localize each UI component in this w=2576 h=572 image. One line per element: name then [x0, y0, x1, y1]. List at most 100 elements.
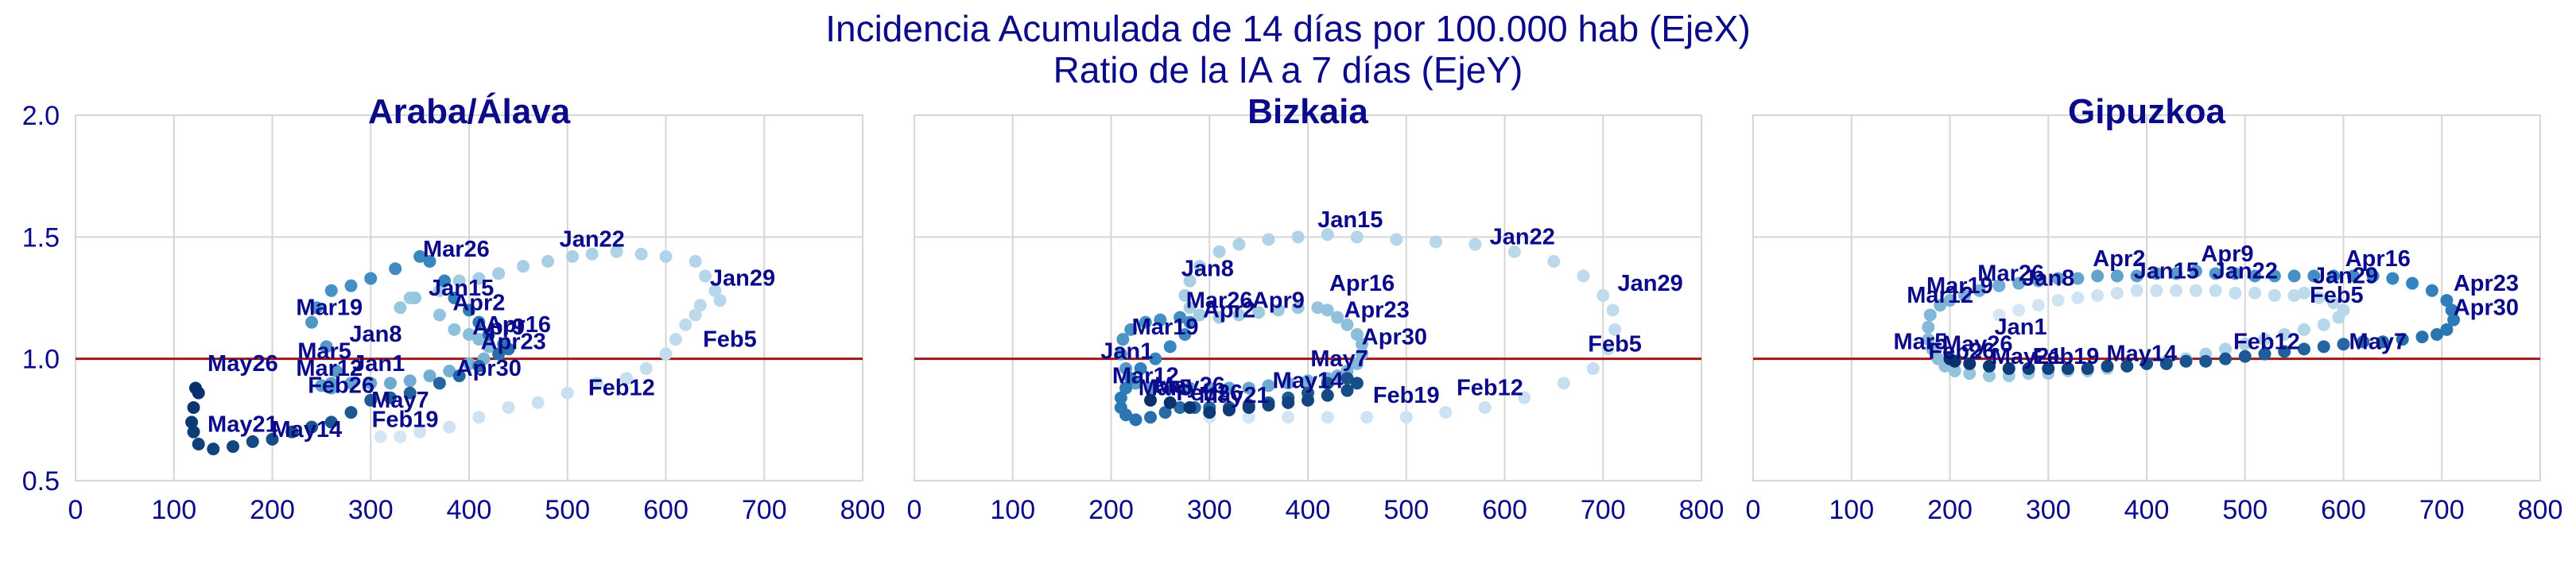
- data-point: [266, 432, 279, 446]
- data-point: [1119, 381, 1133, 395]
- data-point: [443, 420, 456, 434]
- data-point: [1144, 411, 1157, 424]
- date-label: Feb5: [703, 327, 757, 352]
- data-point: [1178, 328, 1192, 341]
- x-tick-label: 300: [1187, 495, 1232, 525]
- data-point: [1242, 401, 1255, 414]
- data-point: [2238, 338, 2252, 351]
- data-point: [2248, 286, 2262, 300]
- date-label: Mar26: [1186, 288, 1253, 313]
- x-tick-label: 800: [2518, 495, 2563, 525]
- data-point: [1311, 301, 1325, 315]
- date-label: Jan15: [429, 276, 494, 301]
- x-tick-label: 200: [1927, 495, 1973, 525]
- data-point: [1232, 238, 1246, 251]
- data-point: [1114, 347, 1127, 361]
- data-point: [541, 255, 554, 268]
- data-point: [192, 438, 205, 450]
- date-label: Apr30: [1362, 324, 1427, 350]
- x-tick-label: 300: [2026, 495, 2071, 525]
- data-point: [2268, 269, 2281, 283]
- date-label: Jan29: [1618, 271, 1683, 296]
- data-point: [2376, 335, 2389, 349]
- data-point: [2051, 294, 2065, 307]
- date-label: May14: [2106, 342, 2177, 367]
- date-label: Apr2: [452, 290, 505, 315]
- data-point: [227, 440, 239, 454]
- data-point: [2159, 357, 2173, 370]
- data-point: [324, 381, 338, 395]
- data-point: [689, 255, 702, 268]
- data-point: [1943, 352, 1957, 365]
- x-tick-label: 0: [68, 495, 83, 525]
- data-point: [463, 328, 475, 341]
- data-point: [1992, 308, 2006, 322]
- data-point: [2415, 330, 2429, 344]
- data-point: [2238, 350, 2252, 363]
- data-point: [188, 381, 202, 395]
- data-point: [472, 411, 486, 424]
- data-point: [1350, 328, 1364, 341]
- x-tick-label: 100: [990, 495, 1035, 525]
- date-label: May26: [208, 351, 278, 377]
- y-tick-label: 0.5: [22, 466, 60, 497]
- plot-frame: [75, 114, 863, 481]
- date-label: Apr23: [481, 329, 546, 354]
- date-label: Apr16: [486, 312, 551, 338]
- data-point: [2337, 338, 2350, 351]
- data-point: [1350, 377, 1364, 390]
- data-point: [2406, 276, 2419, 290]
- date-label: May21: [1992, 344, 2062, 369]
- data-point: [2179, 354, 2193, 368]
- panel-title: Araba/Álava: [368, 91, 571, 131]
- data-point: [320, 340, 333, 354]
- data-point: [1158, 406, 1172, 419]
- data-point: [1242, 411, 1255, 424]
- data-point: [1350, 357, 1364, 370]
- data-point: [2110, 269, 2124, 283]
- data-point: [364, 393, 378, 407]
- x-tick-label: 500: [1383, 495, 1429, 525]
- data-point: [1174, 401, 1187, 414]
- data-point: [2042, 361, 2055, 375]
- data-point: [1922, 333, 1935, 346]
- data-point: [384, 377, 397, 390]
- data-point: [2317, 318, 2330, 331]
- data-point: [492, 267, 506, 280]
- data-point: [472, 315, 486, 329]
- panel-title: Gipuzkoa: [2068, 92, 2226, 131]
- date-label: Jan15: [1317, 207, 1383, 233]
- data-point: [423, 369, 436, 383]
- data-point: [679, 318, 692, 331]
- data-point: [1124, 323, 1138, 336]
- figure-suptitle-line1: Incidencia Acumulada de 14 días por 100.…: [825, 8, 1751, 49]
- data-point: [1350, 230, 1364, 244]
- date-label: Jan22: [560, 227, 625, 253]
- data-point: [2130, 269, 2143, 283]
- data-point: [305, 420, 318, 434]
- data-point: [463, 357, 475, 370]
- data-point: [1468, 238, 1482, 251]
- data-point: [1963, 357, 1977, 370]
- data-point: [2298, 286, 2310, 300]
- data-point: [1178, 288, 1192, 302]
- data-point: [1606, 303, 1620, 317]
- data-point: [1429, 235, 1442, 249]
- data-point: [384, 391, 397, 404]
- x-tick-label: 600: [643, 495, 689, 525]
- data-point: [1922, 320, 1935, 334]
- data-point: [329, 365, 343, 377]
- date-label: Jan15: [2134, 258, 2199, 284]
- data-point: [1174, 311, 1187, 324]
- data-point: [374, 430, 387, 443]
- date-label: Feb12: [588, 376, 655, 401]
- data-point: [1931, 352, 1945, 365]
- date-label: Mar5: [1139, 376, 1193, 401]
- data-point: [1193, 308, 1206, 322]
- data-point: [1302, 393, 1314, 407]
- data-point: [2440, 294, 2454, 307]
- date-label: Jan29: [710, 266, 775, 292]
- data-point: [1223, 381, 1236, 395]
- data-point: [1340, 384, 1354, 397]
